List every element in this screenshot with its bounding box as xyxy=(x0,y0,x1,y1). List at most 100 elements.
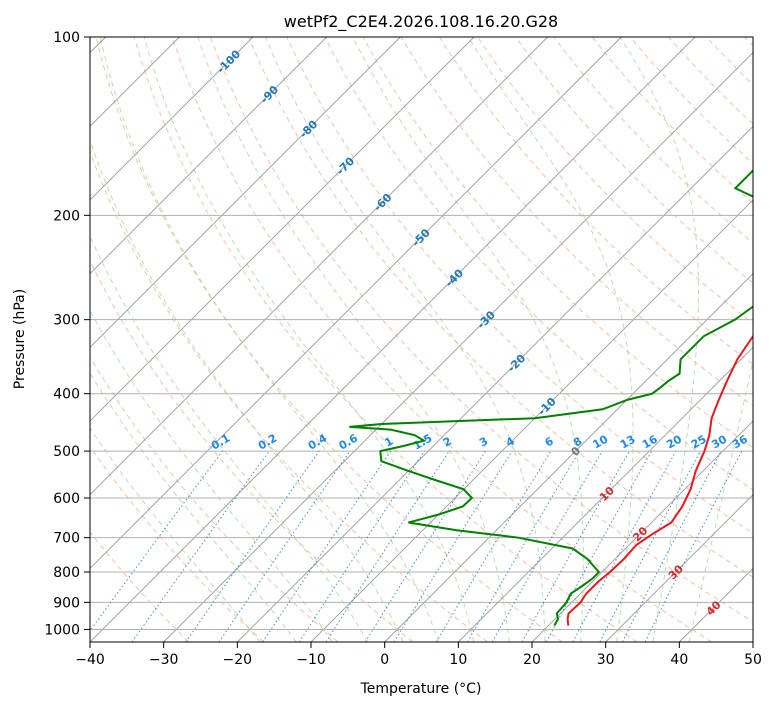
x-tick-label: 0 xyxy=(380,652,389,668)
isotherm-line xyxy=(163,52,753,642)
x-tick-label: −20 xyxy=(223,652,253,668)
isotherm-label: -20 xyxy=(505,351,528,374)
dry-adiabat-line xyxy=(515,37,753,284)
dry-adiabat-line xyxy=(90,445,264,642)
moist-adiabat-line xyxy=(143,37,475,642)
dry-adiabat-line xyxy=(400,37,753,407)
y-tick-label: 600 xyxy=(53,491,80,507)
mixing-ratio-line xyxy=(521,450,630,642)
dry-adiabat-line xyxy=(90,150,488,642)
moist-adiabat-line xyxy=(90,309,333,642)
x-tick-label: 50 xyxy=(744,652,762,668)
mixing-ratio-label: 3 xyxy=(477,435,490,450)
x-axis: −40 −30 −20 −10 0 10 20 30 40 50 xyxy=(75,642,762,668)
dry-adiabats-group xyxy=(90,37,753,642)
dry-adiabat-line xyxy=(90,356,339,642)
isotherm-line xyxy=(384,273,753,642)
x-tick-label: −30 xyxy=(149,652,179,668)
isotherm-line xyxy=(90,37,548,496)
isotherms-group xyxy=(90,37,753,642)
isotherm-label: -40 xyxy=(443,266,466,289)
dry-adiabat-line xyxy=(744,37,753,47)
dry-adiabat-line xyxy=(706,37,753,86)
mixing-ratio-label: 16 xyxy=(640,432,660,451)
moist-adiabat-line xyxy=(90,138,404,642)
y-tick-label: 1000 xyxy=(44,622,80,638)
moist-adiabat-line xyxy=(467,37,634,642)
mixing-ratio-group xyxy=(90,450,743,642)
mixing-ratio-line xyxy=(545,450,653,642)
x-tick-label: −10 xyxy=(296,652,326,668)
dry-adiabat-line xyxy=(90,259,414,642)
y-tick-label: 700 xyxy=(53,531,80,547)
y-tick-label: 100 xyxy=(53,30,80,46)
isotherm-line xyxy=(90,37,475,422)
isotherm-line xyxy=(90,37,401,348)
chart-title: wetPf2_C2E4.2026.108.16.20.G28 xyxy=(284,12,558,32)
y-axis-label: Pressure (hPa) xyxy=(12,289,28,389)
mixing-ratio-line xyxy=(218,450,351,642)
isotherm-line xyxy=(679,567,753,642)
mixing-ratio-line xyxy=(435,450,552,642)
dry-adiabat-line xyxy=(171,37,712,642)
x-axis-label: Temperature (°C) xyxy=(360,681,482,697)
isotherm-line xyxy=(310,199,753,642)
dry-adiabat-line xyxy=(133,37,638,642)
isopleth-labels-group: 0.1 0.2 0.4 0.6 1 1.5 2 3 4 6 8 10 13 16 20 25 30 36-100-… xyxy=(209,47,750,618)
mixing-ratio-line xyxy=(364,450,486,642)
plot-frame xyxy=(89,36,754,643)
mixing-ratio-line xyxy=(131,450,270,642)
moist-adiabat-line xyxy=(352,37,584,642)
dry-adiabat-line xyxy=(248,37,753,578)
isotherm-line xyxy=(605,494,753,642)
isobars-group xyxy=(90,37,753,630)
mixing-ratio-label: 20 xyxy=(664,432,684,451)
mixing-ratio-label: 13 xyxy=(618,433,638,452)
isotherm-label: -80 xyxy=(297,118,320,141)
x-tick-label: 10 xyxy=(449,652,467,668)
moist-adiabat-line xyxy=(90,427,261,642)
moist-adiabat-line xyxy=(265,37,546,642)
moist-adiabat-line xyxy=(99,37,439,642)
isotherm-label: 40 xyxy=(704,598,724,618)
mixing-ratio-line xyxy=(644,450,743,642)
x-tick-label: 40 xyxy=(670,652,688,668)
moist-adiabat-line xyxy=(688,358,753,642)
isotherm-line xyxy=(458,346,753,642)
mixing-ratio-label: 30 xyxy=(709,432,729,451)
moist-adiabat-line xyxy=(90,371,297,642)
dry-adiabat-line xyxy=(553,37,753,244)
isotherm-line xyxy=(752,641,753,642)
x-tick-label: −40 xyxy=(75,652,105,668)
isotherm-line xyxy=(90,37,696,642)
moist-adiabats-group xyxy=(90,37,753,642)
isotherm-label: 10 xyxy=(597,484,617,504)
isotherm-line xyxy=(90,37,254,201)
mixing-ratio-label: 0.1 xyxy=(209,432,232,453)
y-axis: 100 200 300 400 500 600 700 800 900 1000 xyxy=(44,30,90,638)
y-tick-label: 300 xyxy=(53,313,80,329)
moist-adiabat-line xyxy=(619,37,700,642)
mixing-ratio-line xyxy=(599,450,701,642)
isotherm-line xyxy=(90,37,327,275)
mixing-ratio-label: 10 xyxy=(591,432,611,451)
x-tick-label: 20 xyxy=(523,652,541,668)
isotherm-label: -50 xyxy=(410,226,433,249)
isotherm-line xyxy=(90,37,622,569)
isotherm-line xyxy=(531,420,753,642)
isotherm-label: -60 xyxy=(371,191,394,214)
isotherm-label: -90 xyxy=(258,83,281,106)
dry-adiabat-line xyxy=(439,37,753,366)
moist-adiabat-line xyxy=(90,234,369,642)
y-tick-label: 800 xyxy=(53,565,80,581)
mixing-ratio-line xyxy=(325,450,450,642)
y-tick-label: 200 xyxy=(53,208,80,224)
isotherm-label: -100 xyxy=(215,47,244,76)
mixing-ratio-line xyxy=(298,450,425,642)
y-tick-label: 500 xyxy=(53,444,80,460)
dry-adiabat-line xyxy=(668,37,753,125)
mixing-ratio-line xyxy=(90,450,223,632)
mixing-ratio-line xyxy=(393,450,513,642)
x-tick-label: 30 xyxy=(597,652,615,668)
